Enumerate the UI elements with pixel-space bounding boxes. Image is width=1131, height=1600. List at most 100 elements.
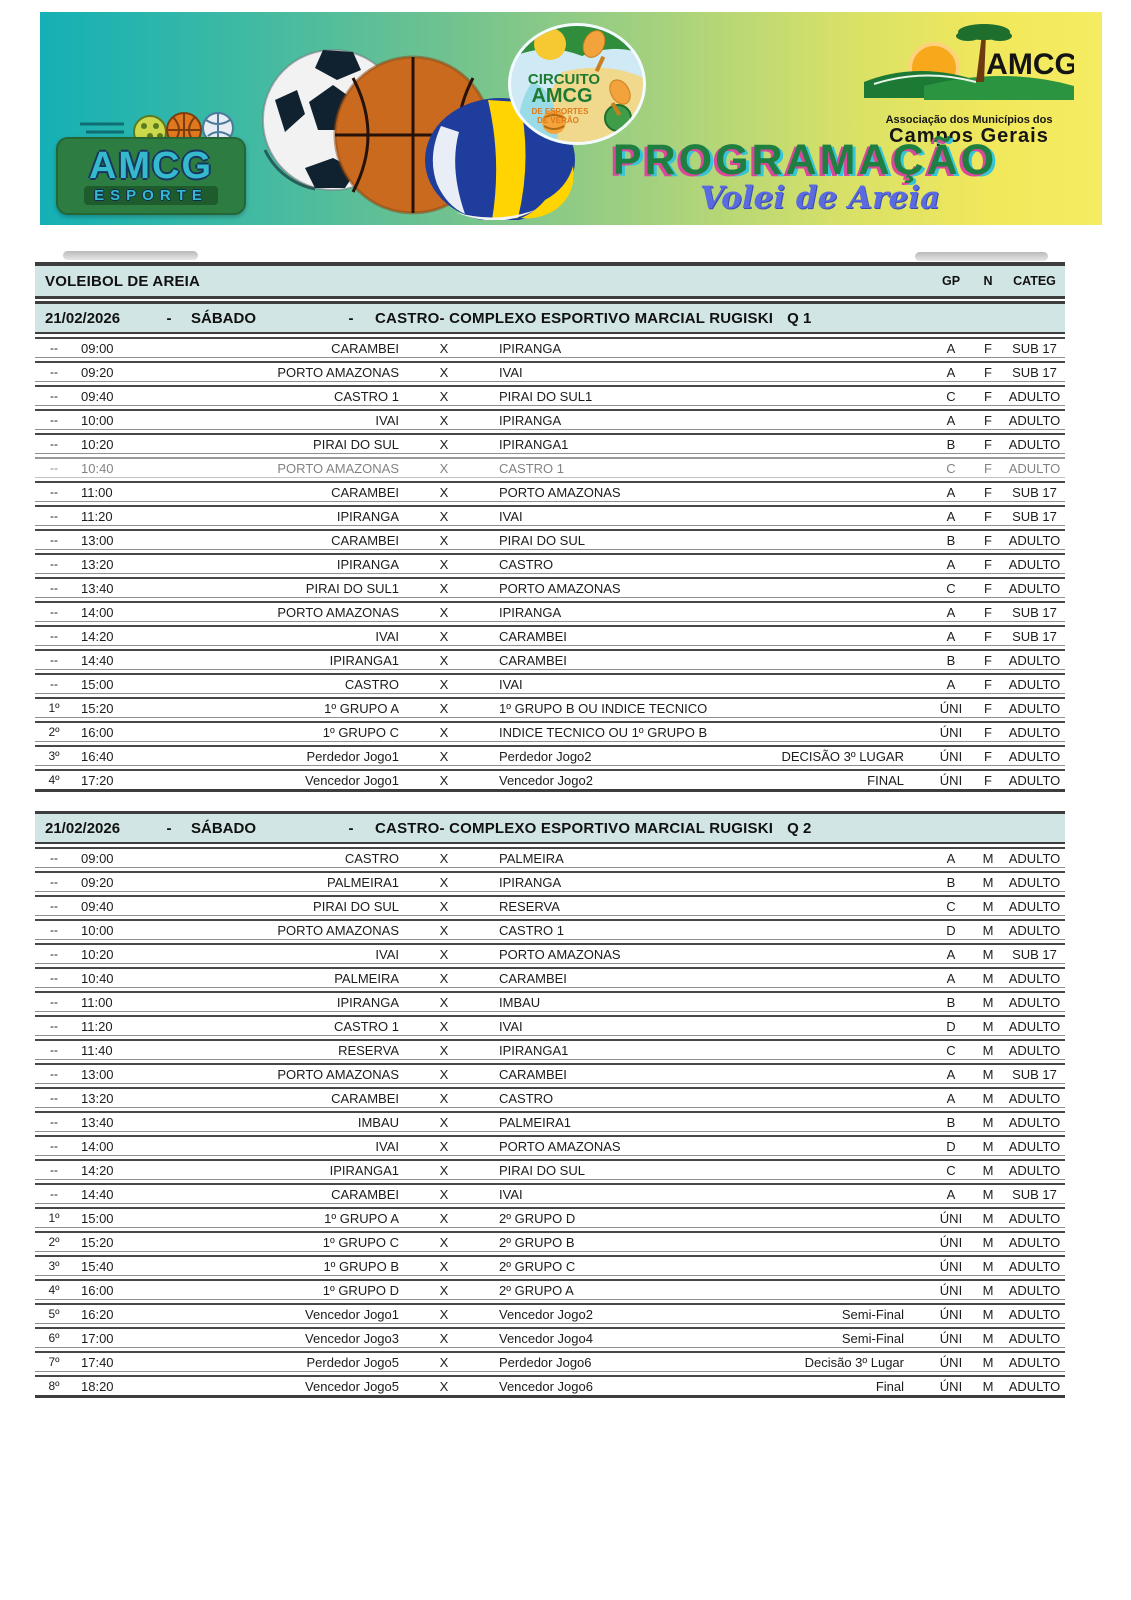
column-header-gp: GP (941, 274, 961, 288)
match-order: -- (50, 341, 58, 355)
match-team-home: IPIRANGA (336, 994, 399, 1010)
versus-mark: X (439, 676, 449, 692)
match-time: 09:20 (81, 364, 114, 380)
versus-mark: X (439, 1234, 449, 1250)
match-group: B (946, 652, 956, 668)
match-team-away: PORTO AMAZONAS (499, 1138, 621, 1154)
match-row: -- 11:00 IPIRANGA X IMBAU B M ADULTO (35, 991, 1065, 1012)
match-gender: M (982, 1138, 994, 1154)
match-gender: F (984, 556, 992, 572)
match-time: 14:00 (81, 604, 114, 620)
match-category: ADULTO (1008, 1234, 1061, 1250)
match-order: 7º (48, 1355, 60, 1369)
match-team-away: CARAMBEI (499, 652, 567, 668)
page-subtitle: Volei de Areia (699, 180, 941, 216)
versus-mark: X (439, 1018, 449, 1034)
match-row: -- 13:40 IMBAU X PALMEIRA1 B M ADULTO (35, 1111, 1065, 1132)
match-row: -- 10:40 PORTO AMAZONAS X CASTRO 1 C F A… (35, 457, 1065, 478)
match-group: ÚNI (939, 772, 963, 788)
amcg-esporte-line2: ESPORTE (84, 185, 218, 205)
match-category: ADULTO (1008, 412, 1061, 428)
match-team-away: IPIRANGA (499, 604, 562, 620)
match-order: -- (50, 389, 58, 403)
match-category: ADULTO (1008, 772, 1061, 788)
match-time: 13:40 (81, 1114, 114, 1130)
versus-mark: X (439, 1354, 449, 1370)
match-category: ADULTO (1008, 1378, 1061, 1394)
match-gender: M (982, 1042, 994, 1058)
match-team-home: PALMEIRA1 (326, 874, 399, 890)
versus-mark: X (439, 946, 449, 962)
match-row: 1º 15:00 1º GRUPO A X 2º GRUPO D ÚNI M A… (35, 1207, 1065, 1228)
match-team-home: RESERVA (338, 1042, 399, 1058)
versus-mark: X (439, 1378, 449, 1394)
versus-mark: X (439, 1138, 449, 1154)
match-row: 7º 17:40 Perdedor Jogo5 X Perdedor Jogo6… (35, 1351, 1065, 1372)
match-gender: F (984, 628, 992, 644)
match-group: ÚNI (939, 1258, 963, 1274)
match-row: -- 14:40 CARAMBEI X IVAI A M SUB 17 (35, 1183, 1065, 1204)
session-date: 21/02/2026 (45, 309, 121, 327)
match-team-home: CARAMBEI (331, 532, 399, 548)
sessions-container: 21/02/2026 - SÁBADO - CASTRO- COMPLEXO E… (35, 301, 1065, 1398)
match-group: A (946, 484, 956, 500)
match-gender: M (982, 970, 994, 986)
match-team-away: IVAI (499, 364, 523, 380)
match-group: A (946, 1066, 956, 1082)
versus-mark: X (439, 1306, 449, 1322)
match-group: A (946, 676, 956, 692)
match-gender: F (984, 652, 992, 668)
match-category: SUB 17 (1012, 604, 1057, 620)
match-group: C (946, 460, 956, 476)
match-team-home: 1º GRUPO B (323, 1258, 399, 1274)
match-category: ADULTO (1008, 874, 1061, 890)
match-row: -- 14:00 IVAI X PORTO AMAZONAS D M ADULT… (35, 1135, 1065, 1156)
versus-mark: X (439, 898, 449, 914)
versus-mark: X (439, 1210, 449, 1226)
match-time: 15:00 (81, 676, 114, 692)
schedule-table: VOLEIBOL DE AREIA GP N CATEG 21/02/2026 … (35, 262, 1065, 1401)
match-group: A (946, 556, 956, 572)
match-team-away: CASTRO 1 (499, 460, 565, 476)
match-group: A (946, 364, 956, 380)
match-order: -- (50, 485, 58, 499)
match-team-away: Vencedor Jogo2 (499, 1306, 593, 1322)
versus-mark: X (439, 460, 449, 476)
match-group: C (946, 1162, 956, 1178)
match-team-home: PIRAI DO SUL (313, 898, 399, 914)
match-team-away: IPIRANGA (499, 874, 562, 890)
session-block: 21/02/2026 - SÁBADO - CASTRO- COMPLEXO E… (35, 811, 1065, 1398)
match-team-home: IVAI (375, 412, 399, 428)
match-time: 16:00 (81, 724, 114, 740)
session-court: Q 1 (787, 309, 812, 327)
match-gender: F (984, 700, 992, 716)
match-team-home: PORTO AMAZONAS (277, 364, 399, 380)
match-order: 6º (48, 1331, 60, 1345)
match-team-away: 2º GRUPO B (499, 1234, 575, 1250)
match-gender: M (982, 1282, 994, 1298)
match-team-home: Vencedor Jogo3 (305, 1330, 399, 1346)
match-gender: M (982, 1186, 994, 1202)
match-order: -- (50, 995, 58, 1009)
match-category: ADULTO (1008, 748, 1061, 764)
match-category: ADULTO (1008, 1210, 1061, 1226)
match-category: ADULTO (1008, 1090, 1061, 1106)
match-team-home: IPIRANGA (336, 556, 399, 572)
match-order: 4º (48, 773, 60, 787)
match-row: -- 10:40 PALMEIRA X CARAMBEI A M ADULTO (35, 967, 1065, 988)
match-group: A (946, 850, 956, 866)
match-time: 13:00 (81, 1066, 114, 1082)
match-team-away: INDICE TECNICO OU 1º GRUPO B (499, 724, 708, 740)
match-group: C (946, 1042, 956, 1058)
match-row: 2º 16:00 1º GRUPO C X INDICE TECNICO OU … (35, 721, 1065, 742)
match-gender: M (982, 874, 994, 890)
match-order: -- (50, 971, 58, 985)
match-category: ADULTO (1008, 1042, 1061, 1058)
match-team-home: PIRAI DO SUL1 (305, 580, 399, 596)
match-team-away: CARAMBEI (499, 970, 567, 986)
match-category: ADULTO (1008, 1258, 1061, 1274)
match-time: 09:40 (81, 898, 114, 914)
match-time: 13:20 (81, 1090, 114, 1106)
match-group: A (946, 1090, 956, 1106)
match-time: 10:00 (81, 412, 114, 428)
